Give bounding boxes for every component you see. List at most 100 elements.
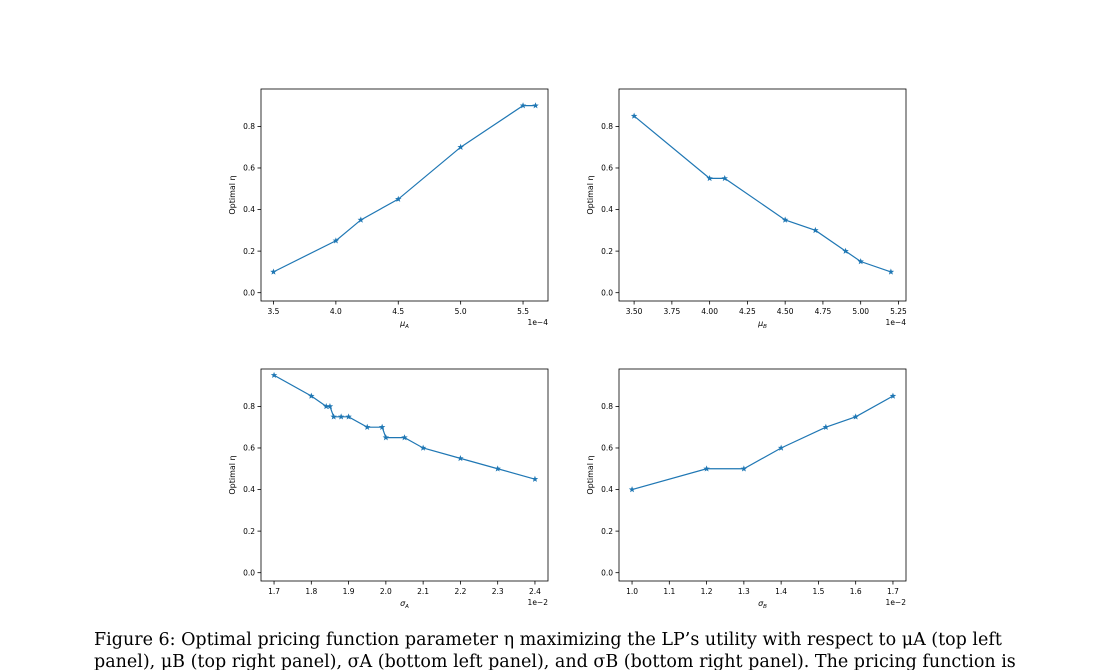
data-point-star bbox=[326, 403, 334, 410]
x-axis-symbol: σ bbox=[758, 599, 764, 608]
data-point-star bbox=[777, 444, 785, 451]
y-tick-label: 0.4 bbox=[243, 205, 255, 214]
y-tick-label: 0.0 bbox=[243, 568, 255, 577]
panel-bottom-left: 1.7 1.8 1.9 2.0 2.1 2.2 2.3 2.4 0.0 0.2 0.4 0.6 0.8 1… bbox=[228, 368, 549, 610]
x-tick-label: 1.7 bbox=[268, 587, 280, 596]
data-point-star bbox=[330, 413, 337, 420]
y-tick-label: 0.8 bbox=[601, 122, 613, 131]
data-point-star bbox=[519, 102, 527, 109]
x-tick-label: 5.5 bbox=[517, 307, 529, 316]
data-point-star bbox=[270, 268, 277, 275]
x-tick-label: 3.5 bbox=[268, 307, 280, 316]
data-point-star bbox=[457, 454, 464, 462]
data-point-star bbox=[822, 423, 830, 430]
y-tick-label: 0.0 bbox=[601, 288, 613, 297]
x-axis-subscript: B bbox=[763, 604, 767, 610]
x-tick-label: 5.00 bbox=[852, 307, 869, 316]
data-point-star bbox=[363, 423, 371, 430]
x-tick-label: 1.8 bbox=[305, 587, 317, 596]
y-axis-label: Optimal η bbox=[228, 175, 237, 214]
panel-top-right: 3.50 3.75 4.00 4.25 4.50 4.75 5.00 5.25 0.0 0.2 0.… bbox=[586, 88, 907, 330]
data-point-star bbox=[322, 403, 330, 410]
x-tick-label: 5.25 bbox=[890, 307, 907, 316]
data-point-star bbox=[378, 423, 386, 430]
x-tick-label: 5.0 bbox=[455, 307, 467, 316]
y-tick-label: 0.4 bbox=[601, 485, 613, 494]
data-point-star bbox=[270, 371, 278, 378]
x-tick-label: 4.5 bbox=[392, 307, 404, 316]
x-tick-label: 1.9 bbox=[343, 587, 355, 596]
data-point-star bbox=[382, 434, 390, 441]
x-tick-label: 2.3 bbox=[492, 587, 504, 596]
plot-area bbox=[618, 88, 907, 302]
x-axis-subscript: A bbox=[404, 604, 409, 610]
caption-line-1: Figure 6: Optimal pricing function param… bbox=[94, 630, 1002, 650]
series-line bbox=[273, 105, 536, 273]
x-axis-symbol: μ bbox=[757, 319, 763, 328]
data-point-star bbox=[419, 444, 427, 451]
y-tick-label: 0.6 bbox=[601, 444, 613, 453]
data-point-star bbox=[457, 143, 464, 150]
y-axis-label: Optimal η bbox=[586, 175, 595, 214]
x-axis-label: σA bbox=[400, 599, 409, 610]
y-tick-label: 0.4 bbox=[243, 485, 255, 494]
x-tick-label: 1.3 bbox=[738, 587, 750, 596]
panel-top-left: 3.5 4.0 4.5 5.0 5.5 0.0 0.2 0.4 0.6 0.8 1e−4 μA Opti… bbox=[228, 88, 549, 330]
x-tick-label: 1.2 bbox=[701, 587, 713, 596]
data-point-star bbox=[852, 413, 859, 420]
y-tick-label: 0.2 bbox=[601, 527, 613, 536]
x-tick-label: 1.4 bbox=[775, 587, 787, 596]
data-point-star bbox=[812, 226, 819, 234]
series-line bbox=[273, 374, 536, 480]
x-offset-label: 1e−4 bbox=[528, 318, 549, 327]
data-point-star bbox=[332, 237, 340, 244]
plot-area bbox=[260, 88, 549, 302]
data-point-star bbox=[531, 475, 539, 482]
x-tick-label: 4.00 bbox=[701, 307, 718, 316]
x-tick-label: 4.0 bbox=[330, 307, 342, 316]
plot-area bbox=[618, 368, 907, 582]
x-tick-label: 4.50 bbox=[777, 307, 794, 316]
figure-caption: Figure 6: Optimal pricing function param… bbox=[94, 629, 1024, 670]
x-tick-label: 1.1 bbox=[663, 587, 675, 596]
x-tick-label: 3.75 bbox=[664, 307, 681, 316]
data-point-star bbox=[740, 465, 748, 472]
data-point-star bbox=[630, 112, 638, 119]
caption-line-2: panel), μB (top right panel), σA (bottom… bbox=[94, 652, 1016, 670]
panel-bottom-right: 1.0 1.1 1.2 1.3 1.4 1.5 1.6 1.7 0.0 0.2 0.4 0.6 0.8 1… bbox=[586, 368, 907, 610]
y-tick-label: 0.8 bbox=[243, 402, 255, 411]
y-tick-label: 0.2 bbox=[601, 247, 613, 256]
x-tick-label: 4.75 bbox=[815, 307, 832, 316]
data-point-star bbox=[337, 413, 345, 420]
x-tick-label: 3.50 bbox=[626, 307, 643, 316]
data-point-star bbox=[401, 434, 408, 441]
data-point-star bbox=[706, 174, 713, 182]
y-tick-label: 0.6 bbox=[601, 164, 613, 173]
y-tick-label: 0.2 bbox=[243, 247, 255, 256]
x-axis-symbol: μ bbox=[399, 319, 405, 328]
y-tick-label: 0.0 bbox=[243, 288, 255, 297]
y-tick-label: 0.6 bbox=[243, 164, 255, 173]
x-tick-label: 2.4 bbox=[529, 587, 541, 596]
figure-canvas: 3.5 4.0 4.5 5.0 5.50.00.20.40.60.81e−4μAOpti… bbox=[228, 88, 907, 610]
x-tick-label: 2.0 bbox=[380, 587, 392, 596]
data-point-star bbox=[395, 195, 402, 202]
data-point-star bbox=[703, 465, 710, 472]
data-point-star bbox=[721, 174, 728, 182]
y-tick-label: 0.0 bbox=[601, 568, 613, 577]
data-point-star bbox=[781, 216, 789, 223]
data-point-star bbox=[345, 413, 352, 420]
data-point-star bbox=[357, 216, 365, 223]
x-tick-label: 1.0 bbox=[626, 587, 638, 596]
y-axis-label: Optimal η bbox=[586, 455, 595, 494]
data-point-star bbox=[842, 247, 849, 254]
x-offset-label: 1e−2 bbox=[528, 598, 549, 607]
x-tick-label: 2.2 bbox=[454, 587, 466, 596]
x-tick-label: 2.1 bbox=[417, 587, 429, 596]
x-axis-label: σB bbox=[758, 599, 767, 610]
x-tick-label: 1.5 bbox=[812, 587, 824, 596]
x-offset-label: 1e−4 bbox=[886, 318, 907, 327]
y-tick-label: 0.8 bbox=[243, 122, 255, 131]
x-axis-label: μA bbox=[399, 319, 409, 330]
plot-area bbox=[260, 368, 549, 582]
